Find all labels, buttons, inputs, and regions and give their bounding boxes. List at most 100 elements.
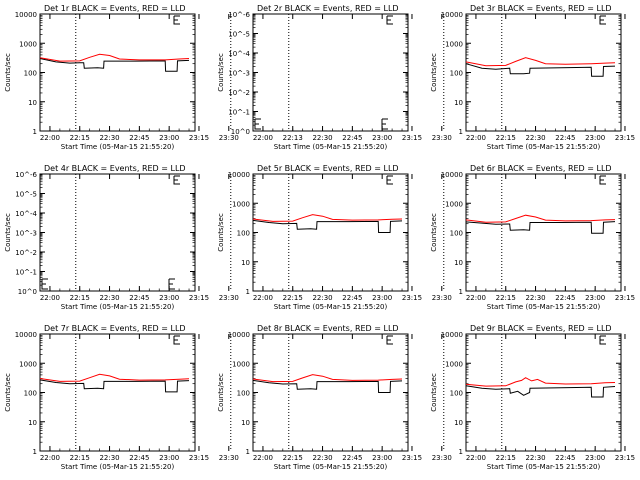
panel-det-9: Det 9r BLACK = Events, RED = LLD Start Ti… (430, 324, 635, 471)
y-tick-label: 1 (459, 448, 463, 456)
panel-title: Det 4r BLACK = Events, RED = LLD (44, 164, 186, 173)
lld-series-line (252, 214, 403, 222)
panel-title: Det 5r BLACK = Events, RED = LLD (257, 164, 399, 173)
y-tick-label: 10000 (15, 11, 37, 19)
panel-det-1: Det 1r BLACK = Events, RED = LLD Start Ti… (4, 4, 239, 151)
x-tick-label: 23:15 (189, 134, 209, 142)
y-tick-label: 1 (246, 288, 250, 296)
x-tick-label: 23:15 (615, 454, 635, 462)
panel-det-3: Det 3r BLACK = Events, RED = LLD Start Ti… (430, 4, 635, 151)
e-marker (173, 175, 180, 185)
x-axis-label: Start Time (05-Mar-15 21:55:20) (487, 143, 601, 151)
y-tick-label: 10^-6 (228, 11, 250, 19)
e-marker (381, 118, 388, 130)
x-tick-label: 22:30 (99, 294, 119, 302)
y-tick-label: 10 (454, 99, 463, 107)
plot-frame (465, 333, 622, 452)
y-tick-label: 100 (450, 70, 463, 78)
y-tick-label: 100 (24, 70, 37, 78)
x-tick-label: 22:30 (525, 294, 545, 302)
y-axis-label: Counts/sec (217, 373, 225, 412)
x-tick-label: 22:45 (342, 294, 362, 302)
y-axis-label: Counts/sec (217, 213, 225, 252)
x-tick-label: 22:00 (40, 134, 60, 142)
y-tick-label: 1000 (19, 360, 37, 368)
x-axis-label: Start Time (05-Mar-15 21:55:20) (274, 143, 388, 151)
x-tick-label: 23:15 (615, 294, 635, 302)
e-marker (599, 335, 606, 345)
x-tick-label: 22:45 (129, 294, 149, 302)
y-tick-label: 10^-1 (15, 269, 37, 277)
x-tick-label: 22:00 (466, 134, 486, 142)
y-tick-label: 100 (24, 390, 37, 398)
y-axis-label: Counts/sec (4, 373, 12, 412)
x-tick-label: 22:45 (342, 454, 362, 462)
y-axis-label: Counts/sec (4, 213, 12, 252)
x-tick-label: 22:15 (70, 454, 90, 462)
x-tick-label: 22:15 (283, 454, 303, 462)
panel-title: Det 9r BLACK = Events, RED = LLD (470, 324, 612, 333)
y-tick-label: 10000 (228, 331, 250, 339)
y-tick-label: 10^-2 (15, 249, 37, 257)
events-series-line (252, 379, 403, 393)
x-tick-label: 22:45 (555, 134, 575, 142)
x-axis-label: Start Time (05-Mar-15 21:55:20) (487, 463, 601, 471)
x-tick-label: 22:00 (253, 134, 273, 142)
x-tick-label: 23:30 (432, 294, 452, 302)
panel-title: Det 7r BLACK = Events, RED = LLD (44, 324, 186, 333)
x-tick-label: 23:00 (372, 294, 392, 302)
x-tick-label: 23:00 (585, 134, 605, 142)
y-tick-label: 1000 (19, 40, 37, 48)
x-tick-label: 23:30 (432, 134, 452, 142)
y-tick-label: 10 (241, 259, 250, 267)
y-tick-label: 1 (33, 128, 37, 136)
panel-title: Det 2r BLACK = Events, RED = LLD (257, 4, 399, 13)
x-tick-label: 22:00 (40, 294, 60, 302)
x-tick-label: 22:30 (312, 134, 332, 142)
x-tick-label: 22:30 (99, 454, 119, 462)
panel-det-4: Det 4r BLACK = Events, RED = LLD Start Ti… (4, 164, 239, 311)
x-tick-label: 23:00 (372, 454, 392, 462)
y-tick-label: 1000 (445, 360, 463, 368)
x-tick-label: 22:45 (129, 134, 149, 142)
x-tick-label: 23:30 (219, 134, 239, 142)
y-axis-label: Counts/sec (217, 53, 225, 92)
e-marker (599, 15, 606, 25)
y-axis-label: Counts/sec (430, 213, 438, 252)
y-tick-label: 10^-3 (15, 230, 37, 238)
x-tick-label: 23:30 (219, 454, 239, 462)
lld-series-line (465, 57, 616, 67)
events-series-line (465, 385, 616, 398)
y-tick-label: 10 (241, 419, 250, 427)
x-tick-label: 22:45 (555, 294, 575, 302)
x-tick-label: 23:00 (585, 454, 605, 462)
e-marker (168, 278, 175, 290)
lld-series-line (465, 377, 616, 387)
e-marker (386, 15, 393, 25)
y-tick-label: 10^-3 (228, 70, 250, 78)
y-axis-label: Counts/sec (4, 53, 12, 92)
y-tick-label: 10^-4 (15, 210, 37, 218)
x-axis-label: Start Time (05-Mar-15 21:55:20) (61, 463, 175, 471)
x-axis-label: Start Time (05-Mar-15 21:55:20) (487, 303, 601, 311)
x-tick-label: 23:15 (615, 134, 635, 142)
x-tick-label: 23:00 (159, 134, 179, 142)
events-series-line (465, 63, 616, 77)
y-tick-label: 1 (246, 448, 250, 456)
x-tick-label: 22:15 (496, 454, 516, 462)
e-marker (386, 335, 393, 345)
x-tick-label: 22:00 (466, 294, 486, 302)
x-tick-label: 22:15 (70, 294, 90, 302)
y-tick-label: 1 (459, 288, 463, 296)
x-axis-label: Start Time (05-Mar-15 21:55:20) (61, 303, 175, 311)
y-tick-label: 10^-4 (228, 50, 250, 58)
y-tick-label: 10 (28, 419, 37, 427)
y-tick-label: 10 (454, 419, 463, 427)
panel-det-5: Det 5r BLACK = Events, RED = LLD Start Ti… (217, 164, 452, 311)
y-tick-label: 10000 (441, 171, 463, 179)
y-tick-label: 1 (459, 128, 463, 136)
lld-series-line (252, 374, 403, 383)
e-marker (386, 175, 393, 185)
x-tick-label: 23:15 (189, 454, 209, 462)
